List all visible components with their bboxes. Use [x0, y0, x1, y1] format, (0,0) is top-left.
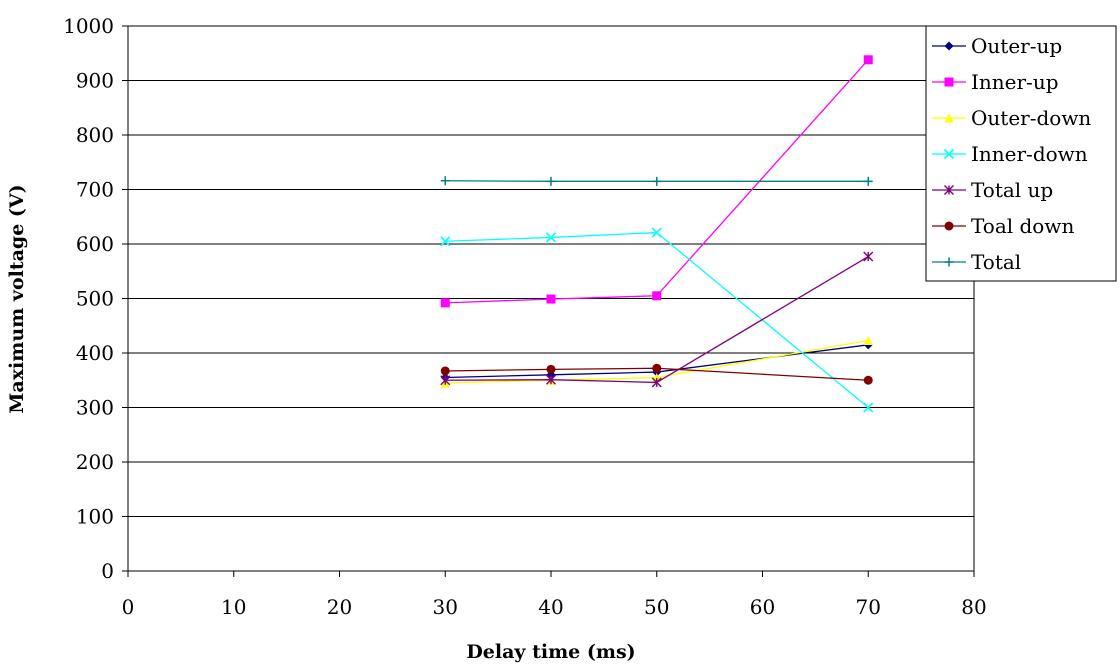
- y-tick-label: 700: [76, 178, 114, 202]
- gridlines: [128, 26, 974, 517]
- data-point: [864, 177, 873, 186]
- x-tick-label: 30: [433, 595, 458, 619]
- y-tick-label: 400: [76, 341, 114, 365]
- data-point: [864, 252, 873, 261]
- legend-marker: [945, 78, 954, 87]
- x-tick-label: 0: [122, 595, 135, 619]
- x-tick-label: 70: [856, 595, 881, 619]
- legend-label: Toal down: [971, 214, 1074, 238]
- y-tick-labels: 0 100 200 300 400 500 600 700 800 900 1000: [63, 14, 114, 583]
- data-point: [547, 295, 556, 304]
- legend-label: Outer-up: [971, 34, 1062, 58]
- series-total: [441, 176, 873, 186]
- y-tick-label: 300: [76, 396, 114, 420]
- legend-label: Total: [971, 250, 1021, 274]
- y-tick-label: 100: [76, 505, 114, 529]
- legend-label: Inner-up: [971, 70, 1059, 94]
- data-point: [652, 177, 661, 186]
- y-tick-label: 1000: [63, 14, 114, 38]
- y-axis-title: Maximum voltage (V): [6, 184, 28, 413]
- x-tick-label: 80: [961, 595, 986, 619]
- data-point: [652, 364, 661, 373]
- data-point: [864, 55, 873, 64]
- data-point: [547, 177, 556, 186]
- x-tick-label: 40: [538, 595, 563, 619]
- x-tick-label: 10: [221, 595, 246, 619]
- data-point: [652, 291, 661, 300]
- x-tick-label: 60: [750, 595, 775, 619]
- legend-label: Inner-down: [971, 142, 1088, 166]
- series-line: [445, 257, 868, 383]
- x-axis-title: Delay time (ms): [466, 641, 635, 663]
- data-point: [441, 176, 450, 185]
- x-tick-label: 20: [327, 595, 352, 619]
- legend-label: Total up: [971, 178, 1053, 202]
- y-tick-label: 600: [76, 232, 114, 256]
- y-tick-label: 800: [76, 123, 114, 147]
- data-point: [547, 365, 556, 374]
- plot-series: [441, 55, 873, 412]
- legend: Outer-up Inner-up Outer-down Inner-down Tota…: [926, 26, 1116, 281]
- legend-marker: [945, 222, 954, 231]
- data-point: [441, 366, 450, 375]
- x-tick-label: 50: [644, 595, 669, 619]
- data-point: [864, 376, 873, 385]
- y-tick-label: 900: [76, 69, 114, 93]
- data-point: [441, 298, 450, 307]
- y-tick-label: 500: [76, 287, 114, 311]
- legend-label: Outer-down: [971, 106, 1091, 130]
- y-tick-label: 200: [76, 450, 114, 474]
- y-tick-label: 0: [101, 559, 114, 583]
- x-tick-labels: 0 10 20 30 40 50 60 70 80: [122, 595, 987, 619]
